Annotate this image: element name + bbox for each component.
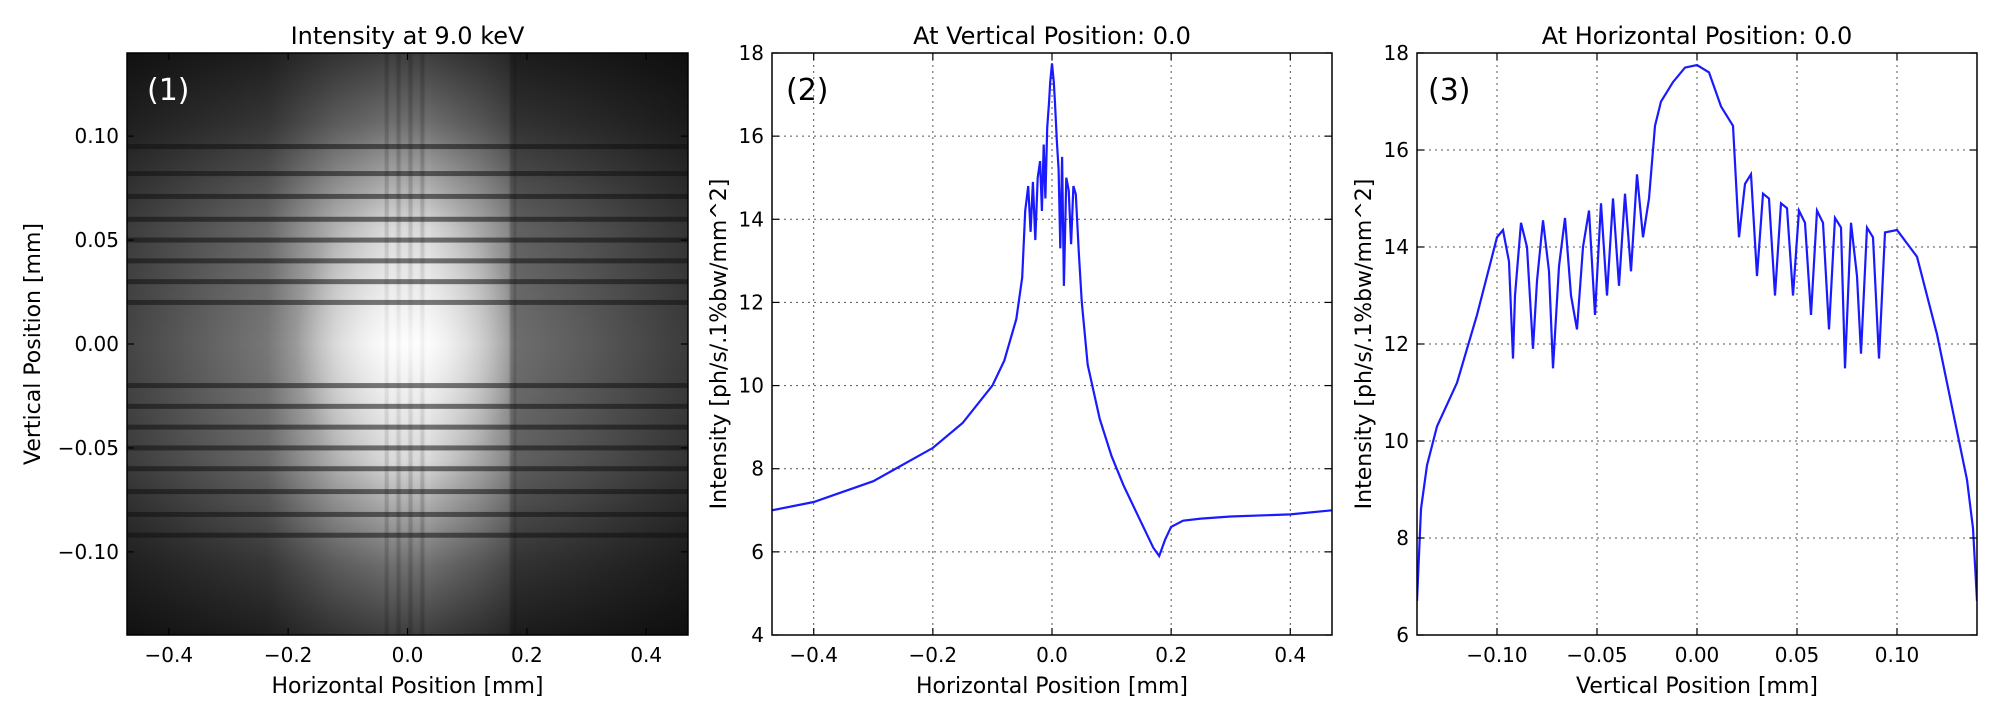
panel-2-series-line	[772, 63, 1332, 559]
panel-1-x-ticks: −0.4 −0.2 0.0 0.2 0.4	[144, 53, 662, 667]
y-tick-label: −0.05	[58, 436, 119, 460]
y-tick-label: 14	[739, 207, 764, 231]
x-tick-label: 0.0	[392, 643, 424, 667]
panel-2-grid	[772, 52, 1332, 636]
heatmap-dark-band	[127, 403, 688, 409]
heatmap-dark-band	[127, 216, 688, 222]
y-tick-label: 18	[1384, 41, 1409, 65]
panel-2-x-ticks: −0.4 −0.2 0.0 0.2 0.4	[789, 53, 1306, 667]
x-tick-label: 0.0	[1036, 643, 1068, 667]
x-tick-label: 0.4	[630, 643, 662, 667]
y-tick-label: 16	[739, 124, 764, 148]
x-tick-label: 0.2	[511, 643, 543, 667]
heatmap-dark-band	[127, 279, 688, 285]
panel-2-x-label: Horizontal Position [mm]	[916, 674, 1188, 699]
y-tick-label: 6	[1396, 623, 1409, 647]
heatmap-dark-band	[127, 299, 688, 305]
panel-3-x-ticks: −0.10 −0.05 0.00 0.05 0.10	[1466, 53, 1919, 667]
heatmap-dark-band	[127, 424, 688, 430]
heatmap-dark-band	[127, 383, 688, 389]
heatmap-vertical-falloff	[127, 53, 688, 635]
y-tick-label: 12	[739, 290, 764, 314]
heatmap-dark-band	[127, 466, 688, 472]
y-tick-label: 10	[739, 374, 764, 398]
heatmap-dark-band	[127, 237, 688, 243]
panel-3-title: At Horizontal Position: 0.0	[1542, 22, 1853, 50]
panel-3-x-label: Vertical Position [mm]	[1576, 674, 1818, 699]
x-tick-label: 0.05	[1775, 643, 1820, 667]
panel-2-label: (2)	[786, 73, 829, 108]
panel-3-label: (3)	[1428, 73, 1471, 108]
x-tick-label: −0.10	[1466, 643, 1527, 667]
y-tick-label: 12	[1384, 332, 1409, 356]
heatmap-dark-band	[127, 193, 688, 199]
heatmap-dark-band	[127, 171, 688, 177]
heatmap-horizontal-bands	[127, 144, 688, 538]
x-tick-label: 0.4	[1274, 643, 1306, 667]
y-tick-label: 16	[1384, 138, 1409, 162]
x-tick-label: −0.4	[789, 643, 838, 667]
panel-1-y-label: Vertical Position [mm]	[21, 223, 46, 465]
x-tick-label: 0.2	[1155, 643, 1187, 667]
heatmap-dark-band	[127, 489, 688, 495]
heatmap-dark-band	[127, 144, 688, 150]
y-tick-label: 4	[751, 623, 764, 647]
panel-1-label: (1)	[147, 73, 190, 108]
panel-2-y-label: Intensity [ph/s/.1%bw/mm^2]	[707, 179, 732, 510]
panel-3-series-line	[1417, 63, 1977, 602]
heatmap-dark-band	[127, 532, 688, 538]
panel-3-y-label: Intensity [ph/s/.1%bw/mm^2]	[1352, 179, 1377, 510]
y-tick-label: 0.05	[74, 228, 119, 252]
panel-2-frame	[771, 52, 1333, 636]
panel-2-title: At Vertical Position: 0.0	[913, 22, 1191, 50]
panel-2: At Vertical Position: 0.0 −0.4 −0.2 0.0 0.2…	[707, 22, 1333, 699]
panel-1-title: Intensity at 9.0 keV	[291, 22, 525, 50]
y-tick-label: 10	[1384, 429, 1409, 453]
y-tick-label: 14	[1384, 235, 1409, 259]
y-tick-label: 18	[739, 41, 764, 65]
x-tick-label: 0.10	[1875, 643, 1920, 667]
y-tick-label: −0.10	[58, 540, 119, 564]
x-tick-label: −0.4	[144, 643, 193, 667]
panel-3-grid	[1417, 52, 1977, 636]
panel-3-y-ticks: 6 8 10 12 14 16 18	[1384, 41, 1977, 647]
y-tick-label: 8	[751, 457, 764, 481]
panel-1-y-ticks: 0.10 0.05 0.00 −0.05 −0.10	[58, 124, 688, 564]
heatmap-dark-band	[127, 258, 688, 264]
y-tick-label: 0.10	[74, 124, 119, 148]
heatmap-dark-band	[127, 445, 688, 451]
x-tick-label: −0.05	[1566, 643, 1627, 667]
y-tick-label: 6	[751, 540, 764, 564]
panel-3: At Horizontal Position: 0.0 −0.10 −0.05 0.…	[1352, 22, 1978, 699]
y-tick-label: 8	[1396, 526, 1409, 550]
x-tick-label: 0.00	[1675, 643, 1720, 667]
y-tick-label: 0.00	[74, 332, 119, 356]
panel-2-y-ticks: 4 6 8 10 12 14 16 18	[739, 41, 1332, 647]
x-tick-label: −0.2	[264, 643, 313, 667]
x-tick-label: −0.2	[909, 643, 958, 667]
panel-1-x-label: Horizontal Position [mm]	[271, 674, 543, 699]
panel-1: Intensity at 9.0 keV −0.4 −0.2 0.0 0.2 0.4 0…	[21, 22, 689, 699]
heatmap-dark-band	[127, 511, 688, 517]
heatmap-image	[127, 53, 688, 635]
